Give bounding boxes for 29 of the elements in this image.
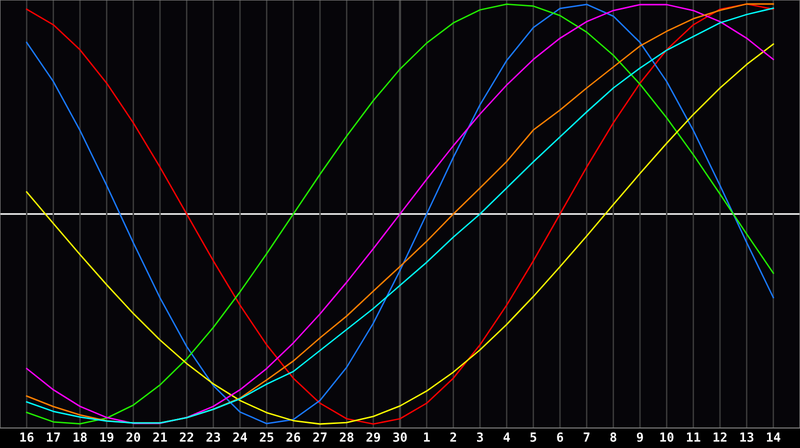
x-tick-label: 29 (366, 432, 380, 442)
x-tick-label: 21 (153, 432, 167, 442)
x-tick-label: 9 (636, 432, 643, 442)
x-tick-label: 1 (424, 432, 430, 442)
x-tick-label: 24 (233, 432, 247, 442)
x-tick-label: 13 (740, 432, 754, 442)
x-tick-label: 23 (206, 432, 220, 442)
x-tick-label: 7 (584, 432, 590, 442)
x-tick-label: 5 (530, 432, 536, 442)
x-tick-label: 28 (340, 432, 354, 442)
x-tick-label: 26 (286, 432, 300, 442)
x-tick-label: 30 (393, 432, 407, 442)
x-tick-label: 14 (766, 432, 780, 442)
x-tick-label: 16 (20, 432, 34, 442)
x-tick-label: 12 (714, 432, 726, 442)
x-tick-label: 18 (74, 432, 87, 442)
x-tick-label: 2 (450, 432, 456, 442)
x-tick-label: 27 (313, 432, 327, 442)
x-tick-label: 22 (180, 432, 194, 442)
x-tick-label: 20 (126, 432, 140, 442)
x-tick-label: 19 (100, 432, 114, 442)
x-tick-label: 10 (660, 432, 674, 442)
x-tick-label: 17 (46, 432, 60, 442)
x-tick-label: 6 (557, 432, 564, 442)
x-tick-label: 11 (686, 432, 700, 442)
x-tick-label: 8 (610, 432, 616, 442)
x-tick-label: 3 (477, 432, 483, 442)
x-tick-label: 4 (504, 432, 510, 442)
x-tick-label: 25 (260, 432, 274, 442)
